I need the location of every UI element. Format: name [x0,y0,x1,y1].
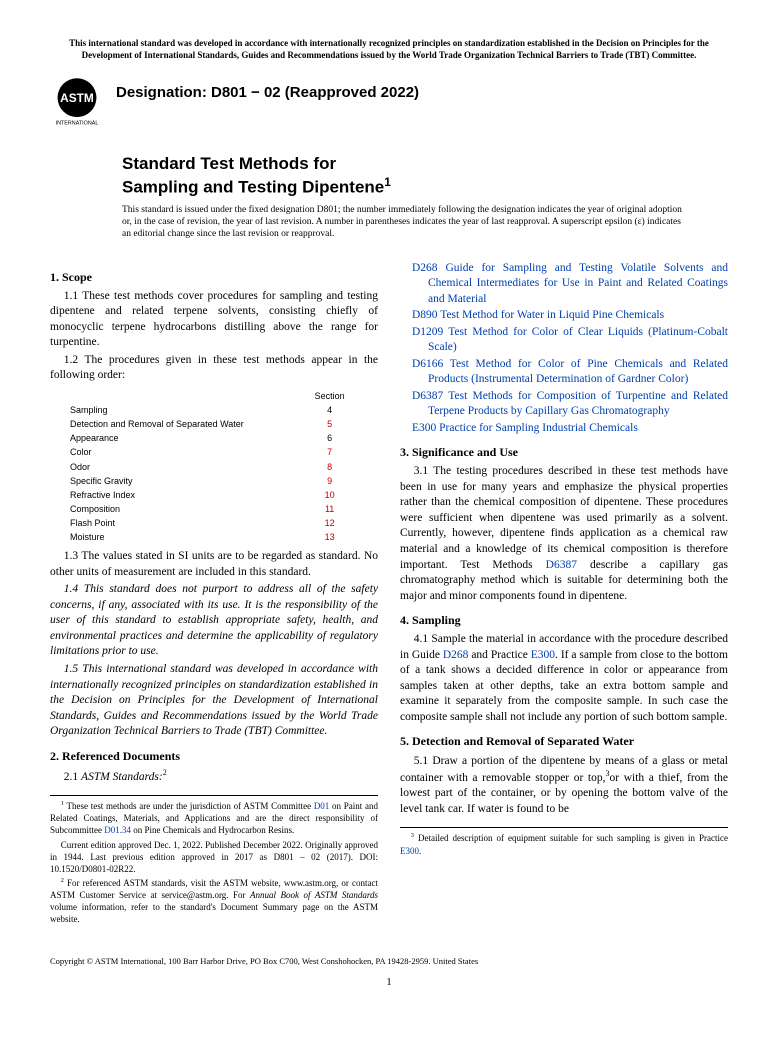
proc-name: Refractive Index [70,489,303,501]
astm-logo: ASTM INTERNATIONAL [50,75,104,129]
ref-title-link[interactable]: Test Method for Color of Clear Liquids (… [428,326,728,354]
title-line-2: Sampling and Testing Dipentene [122,177,384,196]
link-d01[interactable]: D01 [314,801,330,811]
ref-code-link[interactable]: D890 [412,309,438,321]
proc-section: 6 [305,432,355,444]
ref-title-link[interactable]: Test Method for Water in Liquid Pine Che… [438,309,665,321]
footnote-3: 3 Detailed description of equipment suit… [400,832,728,856]
para-1-4: 1.4 This standard does not purport to ad… [50,582,378,660]
proc-section: 7 [305,446,355,458]
proc-header-section: Section [305,390,355,402]
para-4-1: 4.1 Sample the material in accordance wi… [400,632,728,725]
reference-item: D6387 Test Methods for Composition of Tu… [400,389,728,420]
proc-name: Flash Point [70,517,303,529]
proc-section: 5 [305,418,355,430]
link-d01-34[interactable]: D01.34 [104,825,131,835]
link-d268[interactable]: D268 [443,649,469,661]
proc-section: 11 [305,503,355,515]
para-1-3: 1.3 The values stated in SI units are to… [50,549,378,580]
proc-name: Odor [70,461,303,473]
reference-item: E300 Practice for Sampling Industrial Ch… [400,421,728,437]
proc-section: 10 [305,489,355,501]
reference-item: D268 Guide for Sampling and Testing Vola… [400,261,728,308]
link-e300[interactable]: E300 [531,649,555,661]
proc-name: Appearance [70,432,303,444]
title-line-1: Standard Test Methods for [122,154,336,173]
proc-name: Sampling [70,404,303,416]
scope-heading: 1. Scope [50,269,378,285]
ref-title-link[interactable]: Guide for Sampling and Testing Volatile … [428,262,728,305]
para-5-1: 5.1 Draw a portion of the dipentene by m… [400,754,728,818]
proc-section: 8 [305,461,355,473]
procedure-table: Section Sampling4Detection and Removal o… [68,388,357,546]
proc-name: Detection and Removal of Separated Water [70,418,303,430]
para-1-1: 1.1 These test methods cover procedures … [50,289,378,351]
ref-title-link[interactable]: Practice for Sampling Industrial Chemica… [436,422,638,434]
svg-text:ASTM: ASTM [60,91,94,105]
sampling-heading: 4. Sampling [400,612,728,628]
reference-list: D268 Guide for Sampling and Testing Vola… [400,261,728,437]
footnote-2: 2 For referenced ASTM standards, visit t… [50,877,378,926]
link-d6387[interactable]: D6387 [546,559,577,571]
proc-name: Color [70,446,303,458]
refdocs-heading: 2. Referenced Documents [50,748,378,764]
proc-section: 12 [305,517,355,529]
proc-section: 4 [305,404,355,416]
proc-name: Specific Gravity [70,475,303,487]
para-3-1: 3.1 The testing procedures described in … [400,464,728,604]
ref-code-link[interactable]: D6387 [412,390,443,402]
link-e300-fn[interactable]: E300 [400,846,419,856]
left-footnotes: 1 These test methods are under the juris… [50,795,378,925]
proc-name: Moisture [70,531,303,543]
proc-name: Composition [70,503,303,515]
footnote-1: 1 These test methods are under the juris… [50,800,378,836]
detection-heading: 5. Detection and Removal of Separated Wa… [400,733,728,749]
logo-caption: INTERNATIONAL [56,121,99,127]
reference-item: D1209 Test Method for Color of Clear Liq… [400,325,728,356]
title-footnote-ref: 1 [384,175,391,189]
header-row: ASTM INTERNATIONAL Designation: D801 − 0… [50,75,728,129]
para-1-2: 1.2 The procedures given in these test m… [50,353,378,384]
title-block: Standard Test Methods for Sampling and T… [122,153,728,197]
para-1-5: 1.5 This international standard was deve… [50,662,378,740]
reference-item: D6166 Test Method for Color of Pine Chem… [400,357,728,388]
copyright-line: Copyright © ASTM International, 100 Barr… [50,956,728,967]
proc-section: 13 [305,531,355,543]
ref-code-link[interactable]: D268 [412,262,438,274]
para-2-1: 2.1 ASTM Standards:2 [50,768,378,785]
significance-heading: 3. Significance and Use [400,444,728,460]
issuance-note: This standard is issued under the fixed … [122,204,728,241]
designation: Designation: D801 − 02 (Reapproved 2022) [116,83,419,103]
ref-code-link[interactable]: E300 [412,422,436,434]
right-footnote: 3 Detailed description of equipment suit… [400,827,728,856]
footnote-1-edition: Current edition approved Dec. 1, 2022. P… [50,839,378,875]
proc-section: 9 [305,475,355,487]
body-columns: 1. Scope 1.1 These test methods cover pr… [50,261,728,926]
ref-title-link[interactable]: Test Methods for Composition of Turpenti… [428,390,728,418]
ref-code-link[interactable]: D1209 [412,326,443,338]
page-number: 1 [50,975,728,990]
ref-title-link[interactable]: Test Method for Color of Pine Chemicals … [428,358,728,386]
reference-item: D890 Test Method for Water in Liquid Pin… [400,308,728,324]
tbt-notice: This international standard was develope… [50,38,728,61]
ref-code-link[interactable]: D6166 [412,358,443,370]
